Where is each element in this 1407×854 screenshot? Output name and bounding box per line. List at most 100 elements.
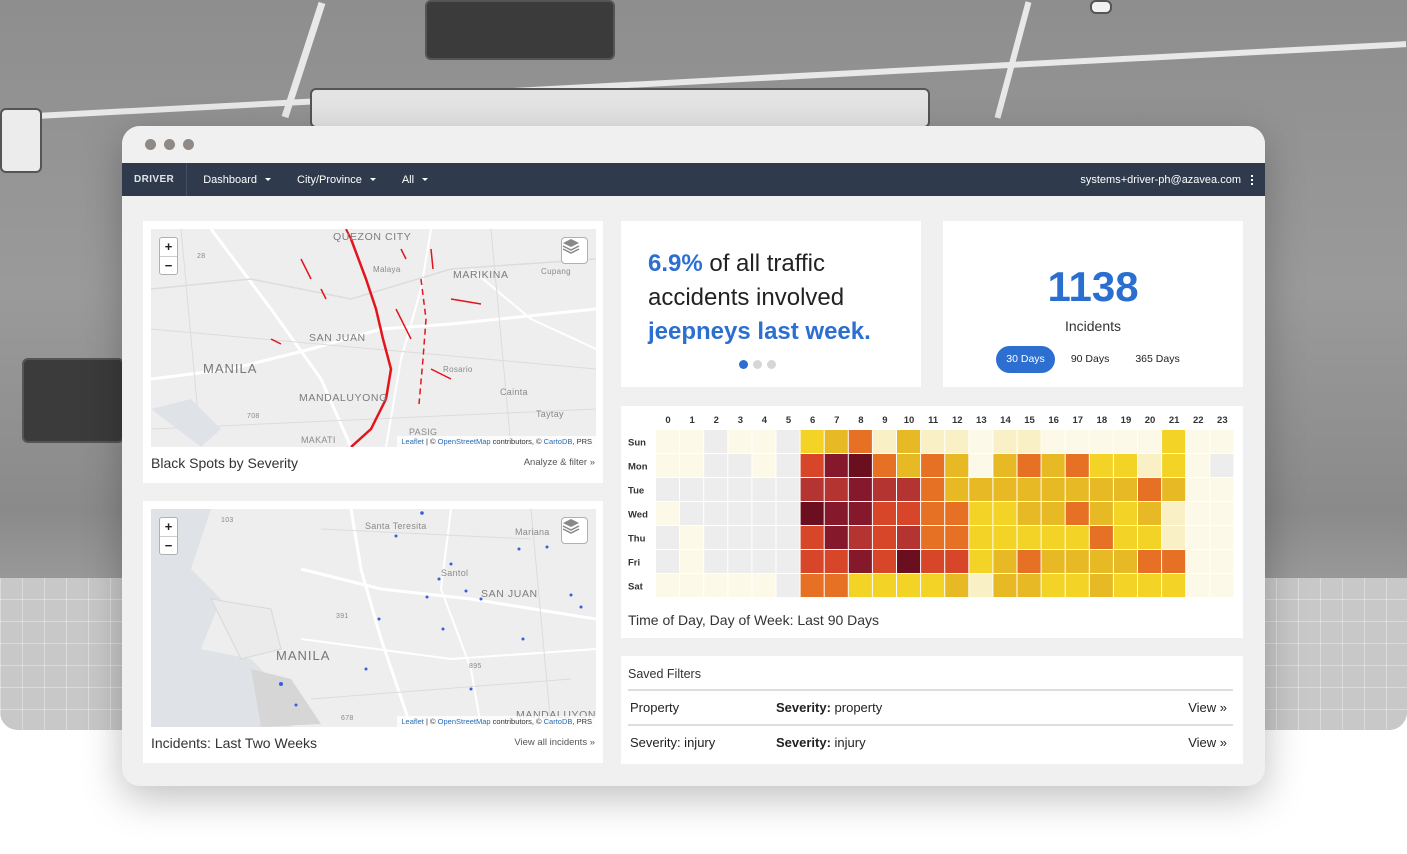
heatmap-cell[interactable] bbox=[680, 454, 704, 477]
heatmap-cell[interactable] bbox=[776, 478, 800, 501]
heatmap-cell[interactable] bbox=[993, 502, 1017, 525]
heatmap-cell[interactable] bbox=[752, 478, 776, 501]
window-minimize-dot[interactable] bbox=[164, 139, 175, 150]
heatmap-cell[interactable] bbox=[945, 574, 969, 597]
heatmap-cell[interactable] bbox=[848, 502, 872, 525]
heatmap-cell[interactable] bbox=[945, 502, 969, 525]
range-90-days-button[interactable]: 90 Days bbox=[1070, 353, 1110, 365]
heatmap-cell[interactable] bbox=[1089, 574, 1113, 597]
heatmap-cell[interactable] bbox=[1017, 502, 1041, 525]
incidents-map[interactable]: Santa Teresita Mariana Santol SAN JUAN M… bbox=[151, 509, 596, 727]
heatmap-cell[interactable] bbox=[1138, 430, 1162, 453]
heatmap-cell[interactable] bbox=[848, 478, 872, 501]
heatmap-cell[interactable] bbox=[800, 430, 824, 453]
heatmap-cell[interactable] bbox=[872, 550, 896, 573]
heatmap-cell[interactable] bbox=[824, 454, 848, 477]
heatmap-cell[interactable] bbox=[872, 430, 896, 453]
heatmap-cell[interactable] bbox=[1017, 430, 1041, 453]
heatmap-cell[interactable] bbox=[680, 526, 704, 549]
heatmap-cell[interactable] bbox=[1162, 550, 1186, 573]
heatmap-cell[interactable] bbox=[1017, 574, 1041, 597]
heatmap-cell[interactable] bbox=[1113, 526, 1137, 549]
heatmap-cell[interactable] bbox=[1162, 454, 1186, 477]
heatmap-cell[interactable] bbox=[1186, 430, 1210, 453]
heatmap-cell[interactable] bbox=[1017, 550, 1041, 573]
heatmap-cell[interactable] bbox=[800, 574, 824, 597]
heatmap-cell[interactable] bbox=[993, 550, 1017, 573]
cartodb-link[interactable]: CartoDB bbox=[543, 437, 573, 446]
heatmap-cell[interactable] bbox=[704, 502, 728, 525]
heatmap-cell[interactable] bbox=[704, 478, 728, 501]
heatmap-cell[interactable] bbox=[969, 574, 993, 597]
heatmap-cell[interactable] bbox=[1065, 550, 1089, 573]
heatmap-cell[interactable] bbox=[921, 526, 945, 549]
heatmap-cell[interactable] bbox=[872, 574, 896, 597]
heatmap-cell[interactable] bbox=[1138, 550, 1162, 573]
heatmap-cell[interactable] bbox=[752, 430, 776, 453]
brand-logo[interactable]: DRIVER bbox=[122, 163, 188, 196]
heatmap-cell[interactable] bbox=[945, 526, 969, 549]
heatmap-cell[interactable] bbox=[776, 502, 800, 525]
range-30-days-button[interactable]: 30 Days bbox=[996, 346, 1055, 373]
heatmap-cell[interactable] bbox=[752, 526, 776, 549]
heatmap-cell[interactable] bbox=[1113, 550, 1137, 573]
heatmap-cell[interactable] bbox=[1138, 502, 1162, 525]
heatmap-cell[interactable] bbox=[969, 550, 993, 573]
heatmap-cell[interactable] bbox=[776, 430, 800, 453]
heatmap-cell[interactable] bbox=[1017, 478, 1041, 501]
heatmap-cell[interactable] bbox=[1089, 430, 1113, 453]
heatmap-cell[interactable] bbox=[1113, 454, 1137, 477]
leaflet-link[interactable]: Leaflet bbox=[401, 717, 424, 726]
heatmap-cell[interactable] bbox=[945, 478, 969, 501]
zoom-out-button[interactable]: − bbox=[160, 256, 177, 274]
heatmap-cell[interactable] bbox=[1065, 430, 1089, 453]
heatmap-cell[interactable] bbox=[776, 454, 800, 477]
layers-button[interactable] bbox=[561, 517, 588, 544]
heatmap-cell[interactable] bbox=[728, 574, 752, 597]
heatmap-cell[interactable] bbox=[1041, 526, 1065, 549]
heatmap-cell[interactable] bbox=[800, 454, 824, 477]
heatmap-cell[interactable] bbox=[897, 550, 921, 573]
heatmap-cell[interactable] bbox=[1186, 454, 1210, 477]
heatmap-cell[interactable] bbox=[921, 550, 945, 573]
heatmap-cell[interactable] bbox=[969, 454, 993, 477]
heatmap-cell[interactable] bbox=[872, 526, 896, 549]
heatmap-cell[interactable] bbox=[704, 454, 728, 477]
heatmap-cell[interactable] bbox=[728, 526, 752, 549]
heatmap-cell[interactable] bbox=[1186, 574, 1210, 597]
heatmap-cell[interactable] bbox=[1138, 454, 1162, 477]
heatmap-cell[interactable] bbox=[897, 526, 921, 549]
heatmap-cell[interactable] bbox=[1089, 526, 1113, 549]
window-close-dot[interactable] bbox=[145, 139, 156, 150]
heatmap-cell[interactable] bbox=[1113, 430, 1137, 453]
heatmap-cell[interactable] bbox=[728, 502, 752, 525]
heatmap-cell[interactable] bbox=[656, 502, 680, 525]
cartodb-link[interactable]: CartoDB bbox=[543, 717, 573, 726]
heatmap-cell[interactable] bbox=[1089, 454, 1113, 477]
heatmap-cell[interactable] bbox=[1138, 574, 1162, 597]
zoom-in-button[interactable]: + bbox=[164, 519, 173, 534]
heatmap-cell[interactable] bbox=[1210, 478, 1234, 501]
heatmap-cell[interactable] bbox=[704, 550, 728, 573]
heatmap-cell[interactable] bbox=[1162, 478, 1186, 501]
nav-city-province-dropdown[interactable]: City/Province bbox=[287, 174, 386, 186]
heatmap-cell[interactable] bbox=[969, 526, 993, 549]
black-spots-map[interactable]: QUEZON CITY MARIKINA SAN JUAN MANILA MAN… bbox=[151, 229, 596, 447]
heatmap-cell[interactable] bbox=[1089, 550, 1113, 573]
heatmap-cell[interactable] bbox=[1041, 454, 1065, 477]
heatmap-cell[interactable] bbox=[776, 574, 800, 597]
heatmap-cell[interactable] bbox=[1017, 454, 1041, 477]
heatmap-cell[interactable] bbox=[1041, 430, 1065, 453]
heatmap-cell[interactable] bbox=[1162, 502, 1186, 525]
user-menu[interactable]: systems+driver-ph@azavea.com bbox=[1080, 174, 1265, 186]
zoom-out-button[interactable]: − bbox=[160, 536, 177, 554]
heatmap-cell[interactable] bbox=[872, 478, 896, 501]
heatmap-cell[interactable] bbox=[848, 574, 872, 597]
heatmap-cell[interactable] bbox=[1041, 478, 1065, 501]
heatmap-cell[interactable] bbox=[1041, 574, 1065, 597]
heatmap-cell[interactable] bbox=[656, 454, 680, 477]
heatmap-cell[interactable] bbox=[969, 478, 993, 501]
heatmap-cell[interactable] bbox=[1065, 502, 1089, 525]
nav-dashboard-dropdown[interactable]: Dashboard bbox=[193, 174, 281, 186]
heatmap-cell[interactable] bbox=[1065, 574, 1089, 597]
